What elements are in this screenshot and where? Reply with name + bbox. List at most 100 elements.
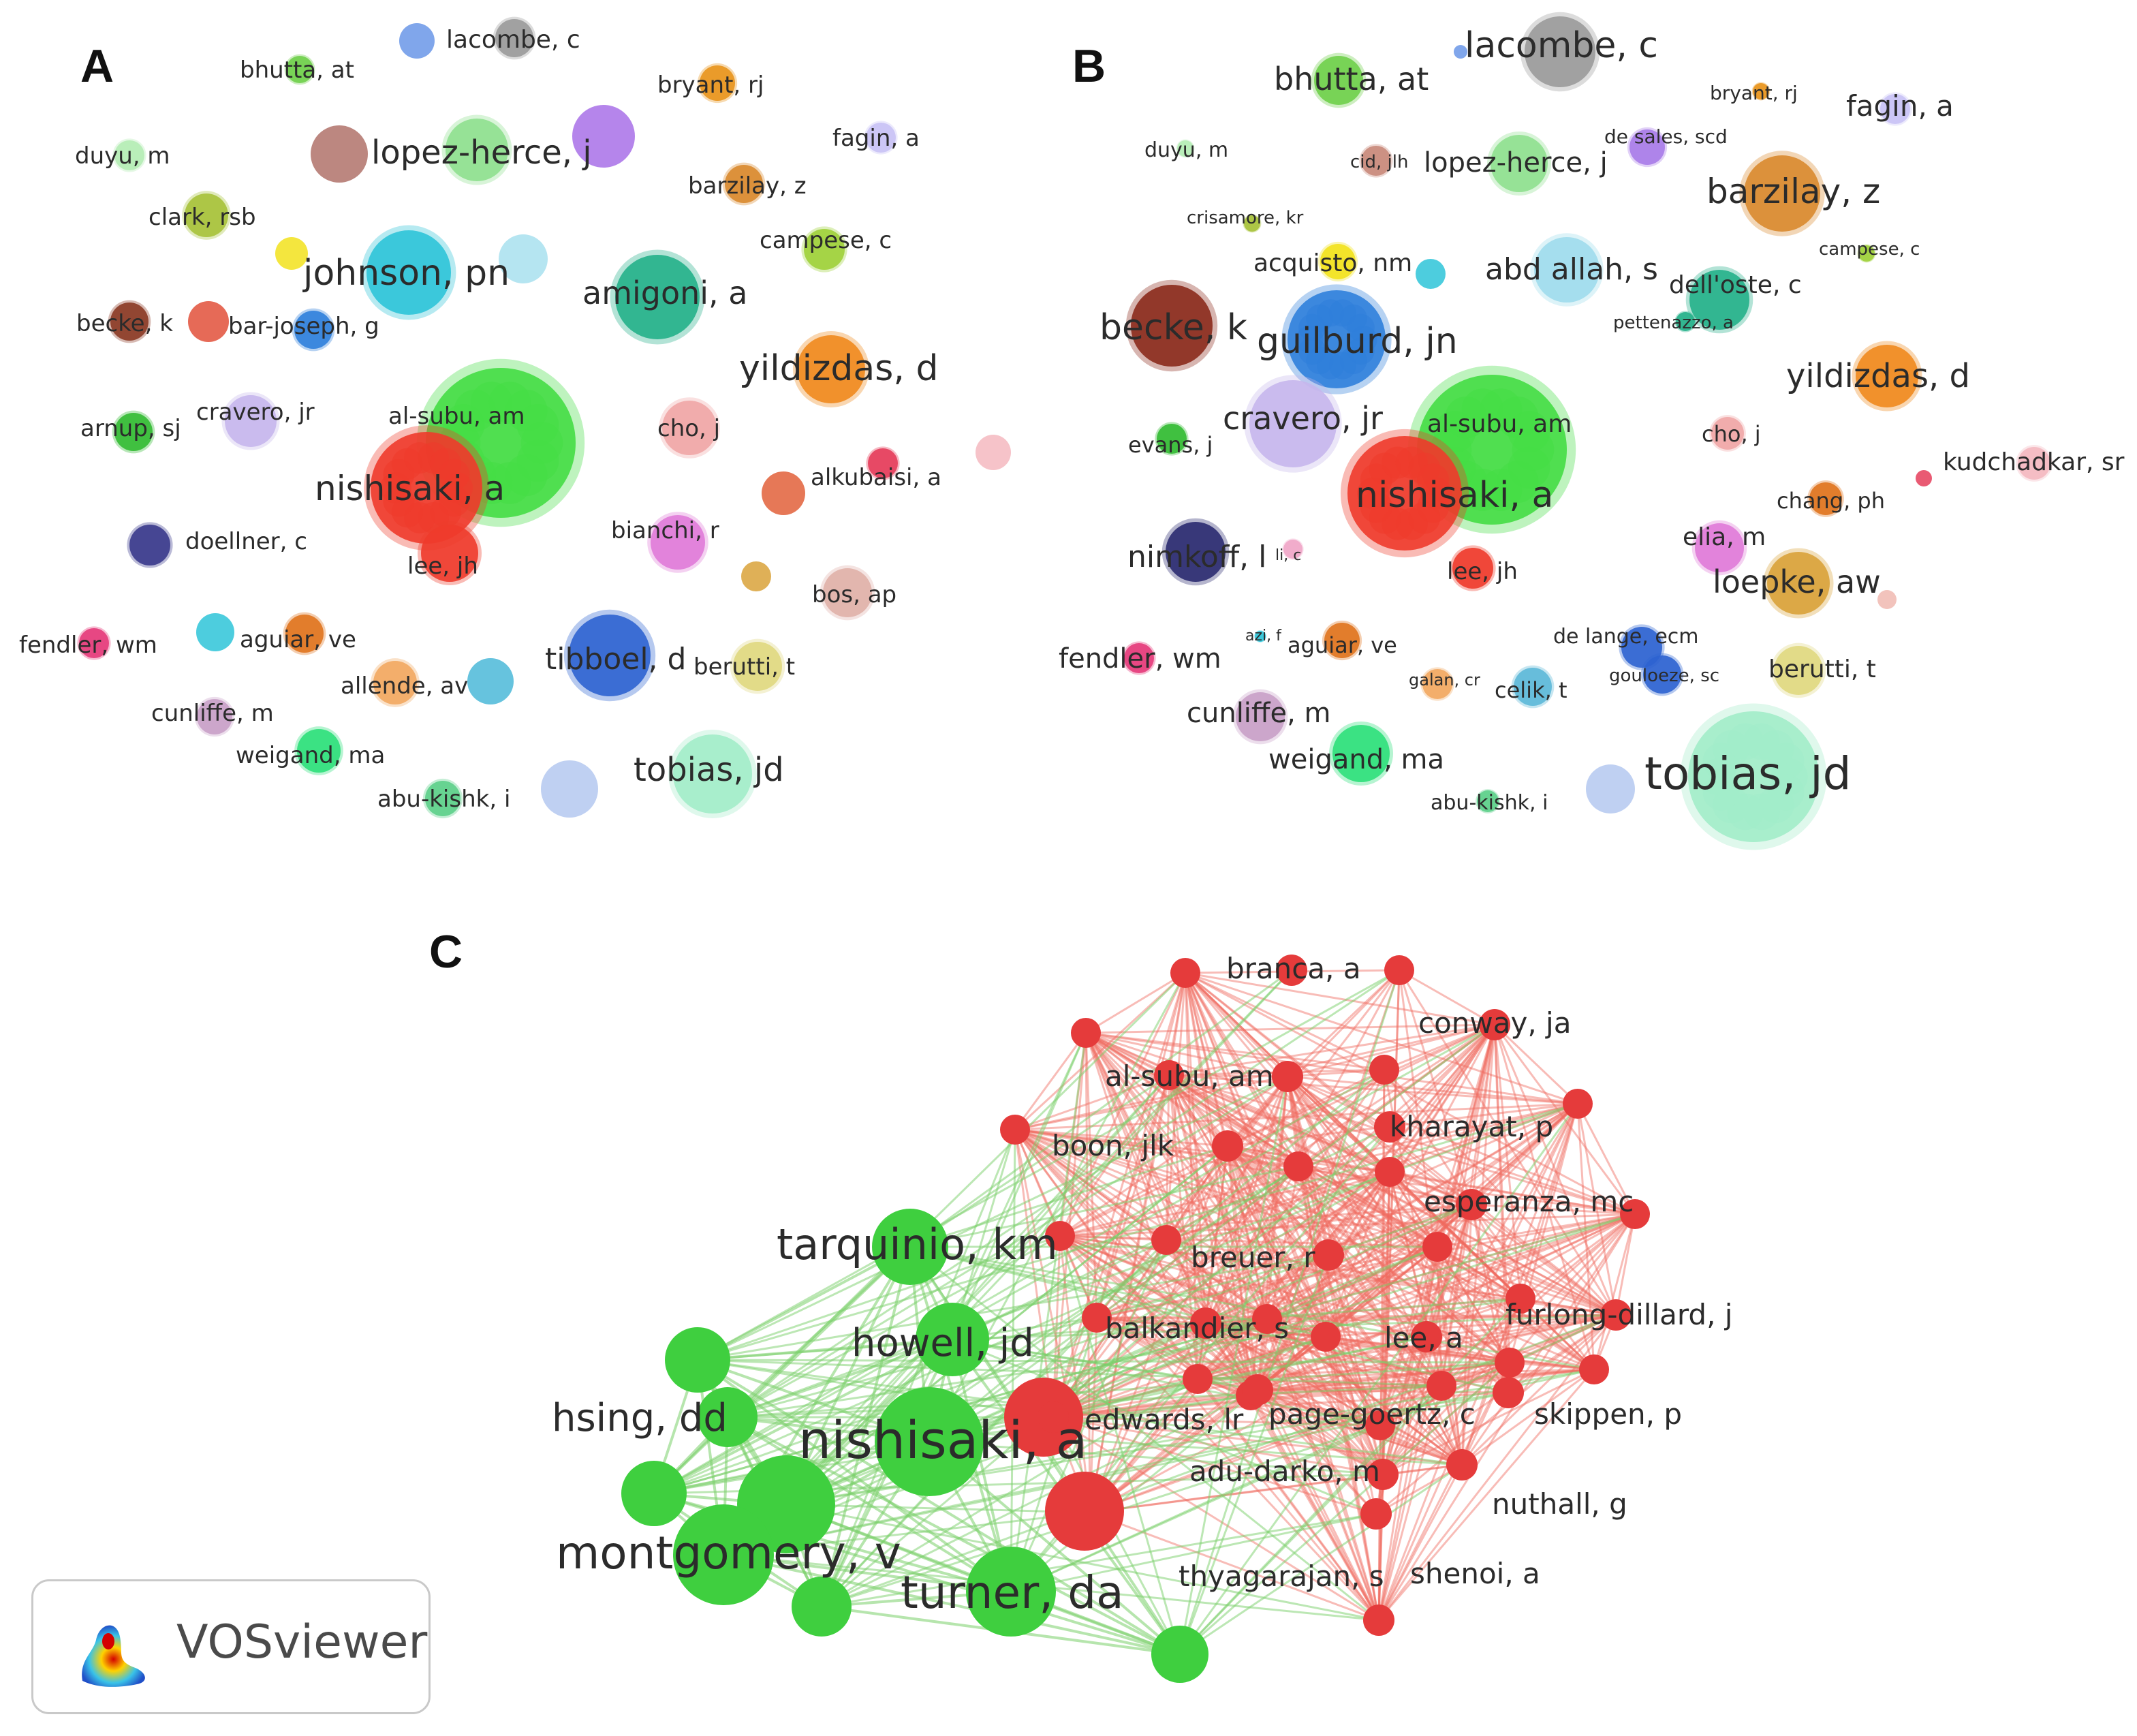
cluster-node — [1320, 244, 1356, 279]
coauthor-link — [1184, 972, 1380, 1621]
coauthor-link — [1085, 1032, 1390, 1173]
coauthor-link — [929, 1068, 1385, 1443]
node-label-cravero-jr: cravero, jr — [1223, 400, 1383, 437]
coauthor-link — [1168, 1074, 1595, 1371]
node-label-lee-jh: lee, jh — [1447, 558, 1518, 585]
cluster-node — [1676, 312, 1695, 331]
coauthor-link — [1256, 1166, 1300, 1391]
coauthor-link — [1398, 970, 1617, 1316]
cluster-node — [1856, 345, 1918, 407]
author-node — [1071, 1018, 1101, 1048]
coauthor-link — [1388, 1023, 1496, 1128]
author-node — [698, 1387, 758, 1447]
author-node — [792, 1577, 852, 1637]
coauthor-link — [1327, 1024, 1496, 1256]
node-label-li-c: li, c — [1275, 547, 1301, 564]
coauthor-link — [697, 1102, 1578, 1361]
node-label-alkubaisi-a: alkubaisi, a — [811, 464, 941, 491]
coauthor-link — [722, 969, 1293, 1556]
coauthor-link — [1257, 1389, 1509, 1394]
node-label-lacombe-c: lacombe, c — [1465, 25, 1658, 66]
coauthor-link — [1375, 1463, 1463, 1515]
node-label-nishisaki-a: nishisaki, a — [798, 1410, 1087, 1470]
coauthor-link — [1014, 1032, 1087, 1130]
author-node — [1151, 1626, 1208, 1683]
cluster-node — [1177, 140, 1194, 157]
node-label-turner-da: turner, da — [901, 1566, 1124, 1619]
author-node — [875, 1387, 984, 1496]
cluster-blob — [499, 234, 548, 283]
coauthor-link — [1052, 1368, 1595, 1419]
coauthor-link — [1168, 1074, 1382, 1426]
cluster-node — [110, 303, 149, 341]
node-label-thyagarajan-s: thyagarajan, s — [1179, 1560, 1384, 1593]
coauthor-link — [1325, 1335, 1595, 1371]
coauthor-link — [1493, 1023, 1579, 1105]
coauthor-link — [1205, 1102, 1578, 1324]
coauthor-link — [1179, 1103, 1579, 1655]
author-node — [1374, 1111, 1405, 1143]
node-label-campese-c: campese, c — [760, 227, 892, 254]
coauthor-link — [1436, 1102, 1579, 1248]
coauthor-link — [1096, 1213, 1636, 1319]
author-node — [1446, 1449, 1478, 1481]
cluster-node — [1249, 380, 1337, 467]
coauthor-link — [1185, 972, 1617, 1316]
coauthor-link — [1493, 1024, 1595, 1370]
coauthor-link — [1014, 1129, 1091, 1513]
coauthor-link — [1441, 1213, 1636, 1387]
coauthor-link — [653, 1023, 1495, 1495]
cluster-blob — [1916, 470, 1932, 486]
coauthor-link — [1179, 1463, 1463, 1656]
coauthor-link — [1014, 1074, 1170, 1131]
node-label-guilburd-jn: guilburd, jn — [1257, 321, 1458, 362]
coauthor-link — [1166, 1239, 1463, 1466]
cluster-node — [651, 515, 705, 570]
author-node — [1600, 1299, 1632, 1331]
author-node — [1563, 1089, 1593, 1119]
cluster-blob — [275, 237, 308, 270]
coauthor-link — [1470, 1204, 1595, 1370]
author-node — [1038, 1401, 1069, 1433]
node-label-yildizdas-d: yildizdas, d — [1786, 357, 1970, 395]
node-label-pettenazzo-a: pettenazzo, a — [1613, 313, 1734, 333]
coauthor-link — [1493, 1024, 1617, 1316]
coauthor-link — [1096, 1171, 1390, 1319]
node-label-allende-av: allende, av — [341, 672, 468, 700]
coauthor-link — [1298, 1165, 1617, 1316]
coauthor-link — [1052, 1416, 1181, 1655]
coauthor-link — [727, 1361, 1510, 1419]
coauthor-link — [1184, 972, 1327, 1337]
coauthor-link — [1185, 972, 1495, 1026]
coauthor-link — [1325, 1314, 1617, 1338]
coauthor-link — [1014, 1102, 1578, 1131]
node-label-bryant-rj: bryant, rj — [657, 72, 764, 99]
coauthor-link — [821, 1314, 1617, 1608]
coauthor-link — [1383, 1068, 1617, 1316]
coauthor-link — [1377, 1369, 1595, 1621]
cluster-node — [1753, 83, 1769, 99]
coauthor-link — [1204, 1166, 1300, 1324]
author-node — [1620, 1199, 1650, 1229]
node-label-bos-ap: bos, ap — [812, 581, 896, 608]
coauthor-link — [1184, 972, 1289, 1078]
coauthor-link — [1059, 1203, 1472, 1237]
author-node — [966, 1547, 1056, 1637]
coauthor-link — [1440, 1204, 1473, 1386]
coauthor-link — [1493, 1024, 1636, 1215]
node-label-becke-k: becke, k — [76, 310, 173, 337]
cluster-node — [495, 19, 533, 57]
cluster-node — [1491, 135, 1548, 192]
cluster-subnode — [1508, 410, 1550, 453]
author-node — [1495, 1348, 1525, 1378]
coauthor-link — [1226, 1145, 1268, 1320]
node-label-johnson-pn: johnson, pn — [302, 253, 510, 294]
coauthor-link — [1325, 1213, 1636, 1338]
cluster-blob — [741, 561, 771, 591]
coauthor-link — [1085, 1032, 1268, 1320]
node-label-abd-allah-s: abd allah, s — [1485, 252, 1658, 287]
cluster-node — [1621, 627, 1662, 668]
panel-letter-a: A — [80, 40, 114, 92]
coauthor-link — [1382, 970, 1401, 1475]
